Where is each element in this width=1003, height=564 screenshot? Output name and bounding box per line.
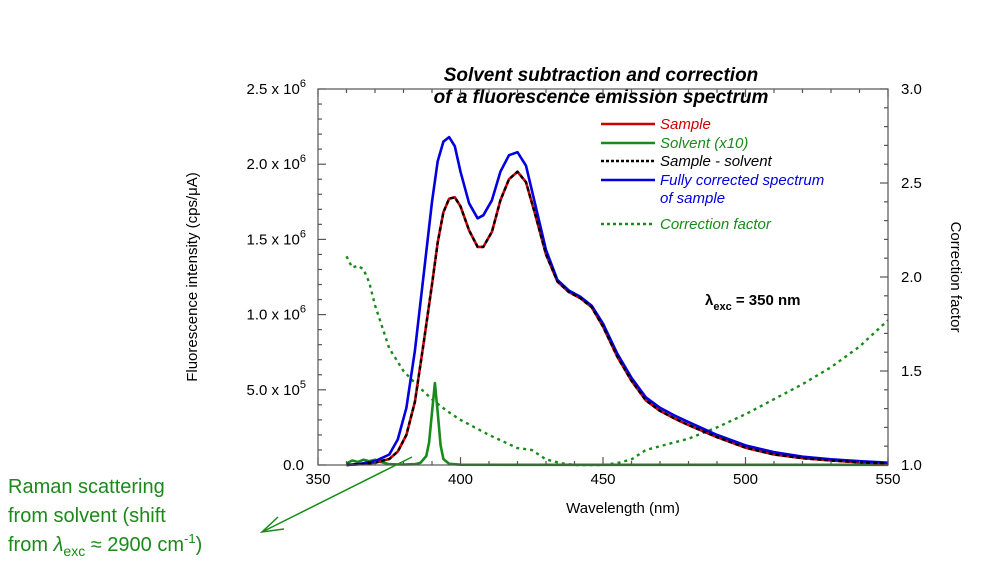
y-tick-mantissa: 2.5 x 10 — [247, 81, 300, 98]
y2-tick-label: 1.0 — [901, 457, 922, 474]
raman-arrow-line — [261, 456, 413, 533]
legend-label: Correction factor — [660, 216, 772, 233]
raman-from: from — [8, 534, 54, 556]
y-tick-mantissa: 5.0 x 10 — [247, 382, 300, 399]
y-tick-label: 5.0 x 105 — [247, 379, 307, 399]
y-tick-label: 2.5 x 106 — [247, 78, 307, 98]
x-tick-label: 400 — [448, 471, 473, 488]
y2-tick-label: 2.5 — [901, 175, 922, 192]
y2-tick-label: 2.0 — [901, 269, 922, 286]
title-line-2: of a fluorescence emission spectrum — [434, 87, 769, 108]
y-axis-label: Fluorescence intensity (cps/μA) — [184, 172, 201, 382]
series-line-sample-solvent — [346, 170, 889, 467]
series-line-correction-factor — [345, 255, 889, 467]
y-tick-label: 2.0 x 106 — [247, 153, 307, 173]
legend-label: Sample - solvent — [660, 153, 773, 170]
x-tick-label: 550 — [875, 471, 900, 488]
title-line-1: Solvent subtraction and correction — [444, 65, 759, 86]
legend-label-line-2: of sample — [660, 190, 725, 207]
y-tick-exponent: 6 — [300, 153, 306, 165]
y2-tick-label: 3.0 — [901, 81, 922, 98]
legend-label: Solvent (x10) — [660, 135, 748, 152]
raman-line-2: from solvent (shift — [8, 505, 166, 527]
excitation-annotation: λexc = 350 nm — [705, 292, 801, 313]
y-tick-exponent: 6 — [300, 228, 306, 240]
legend: Sample Solvent (x10)Sample - solvent Fully… — [601, 116, 824, 233]
y-tick-mantissa: 2.0 x 10 — [247, 156, 300, 173]
legend-label: Sample — [660, 116, 711, 133]
raman-shift: ≈ 2900 cm — [85, 534, 184, 556]
y-tick-mantissa: 1.0 x 10 — [247, 307, 300, 324]
plot-frame — [317, 88, 889, 466]
y-tick-label: 0.0 — [283, 457, 304, 474]
y-tick-label: 1.0 x 106 — [247, 304, 307, 324]
excitation-lambda: λ — [705, 292, 714, 309]
ticks-layer — [317, 88, 889, 466]
raman-lambda-sub: exc — [63, 543, 85, 559]
raman-line-3: from λexc ≈ 2900 cm-1) — [8, 531, 202, 559]
raman-annotation: Raman scattering from solvent (shift fro… — [8, 456, 413, 559]
y-tick-exponent: 6 — [300, 78, 306, 90]
y2-axis-label: Correction factor — [947, 222, 964, 333]
x-tick-label: 500 — [733, 471, 758, 488]
chart-title: Solvent subtraction and correction of a … — [434, 65, 769, 108]
raman-sup: -1 — [184, 531, 196, 546]
excitation-sub: exc — [713, 301, 731, 313]
y-tick-exponent: 6 — [300, 304, 306, 316]
series-line-fully-corrected-spectrum-of-sample — [346, 135, 889, 467]
x-axis-label: Wavelength (nm) — [566, 500, 680, 517]
y2-tick-label: 1.5 — [901, 363, 922, 380]
y-tick-mantissa: 1.5 x 10 — [247, 231, 300, 248]
y-tick-exponent: 5 — [300, 379, 306, 391]
x-tick-label: 450 — [590, 471, 615, 488]
raman-close: ) — [196, 534, 203, 556]
raman-arrow-head — [259, 516, 285, 534]
excitation-value: = 350 nm — [732, 292, 801, 309]
legend-label: Fully corrected spectrum — [660, 172, 824, 189]
raman-lambda: λ — [53, 534, 64, 556]
raman-line-1: Raman scattering — [8, 476, 165, 498]
x-tick-label: 350 — [305, 471, 330, 488]
y-tick-label: 1.5 x 106 — [247, 228, 307, 248]
